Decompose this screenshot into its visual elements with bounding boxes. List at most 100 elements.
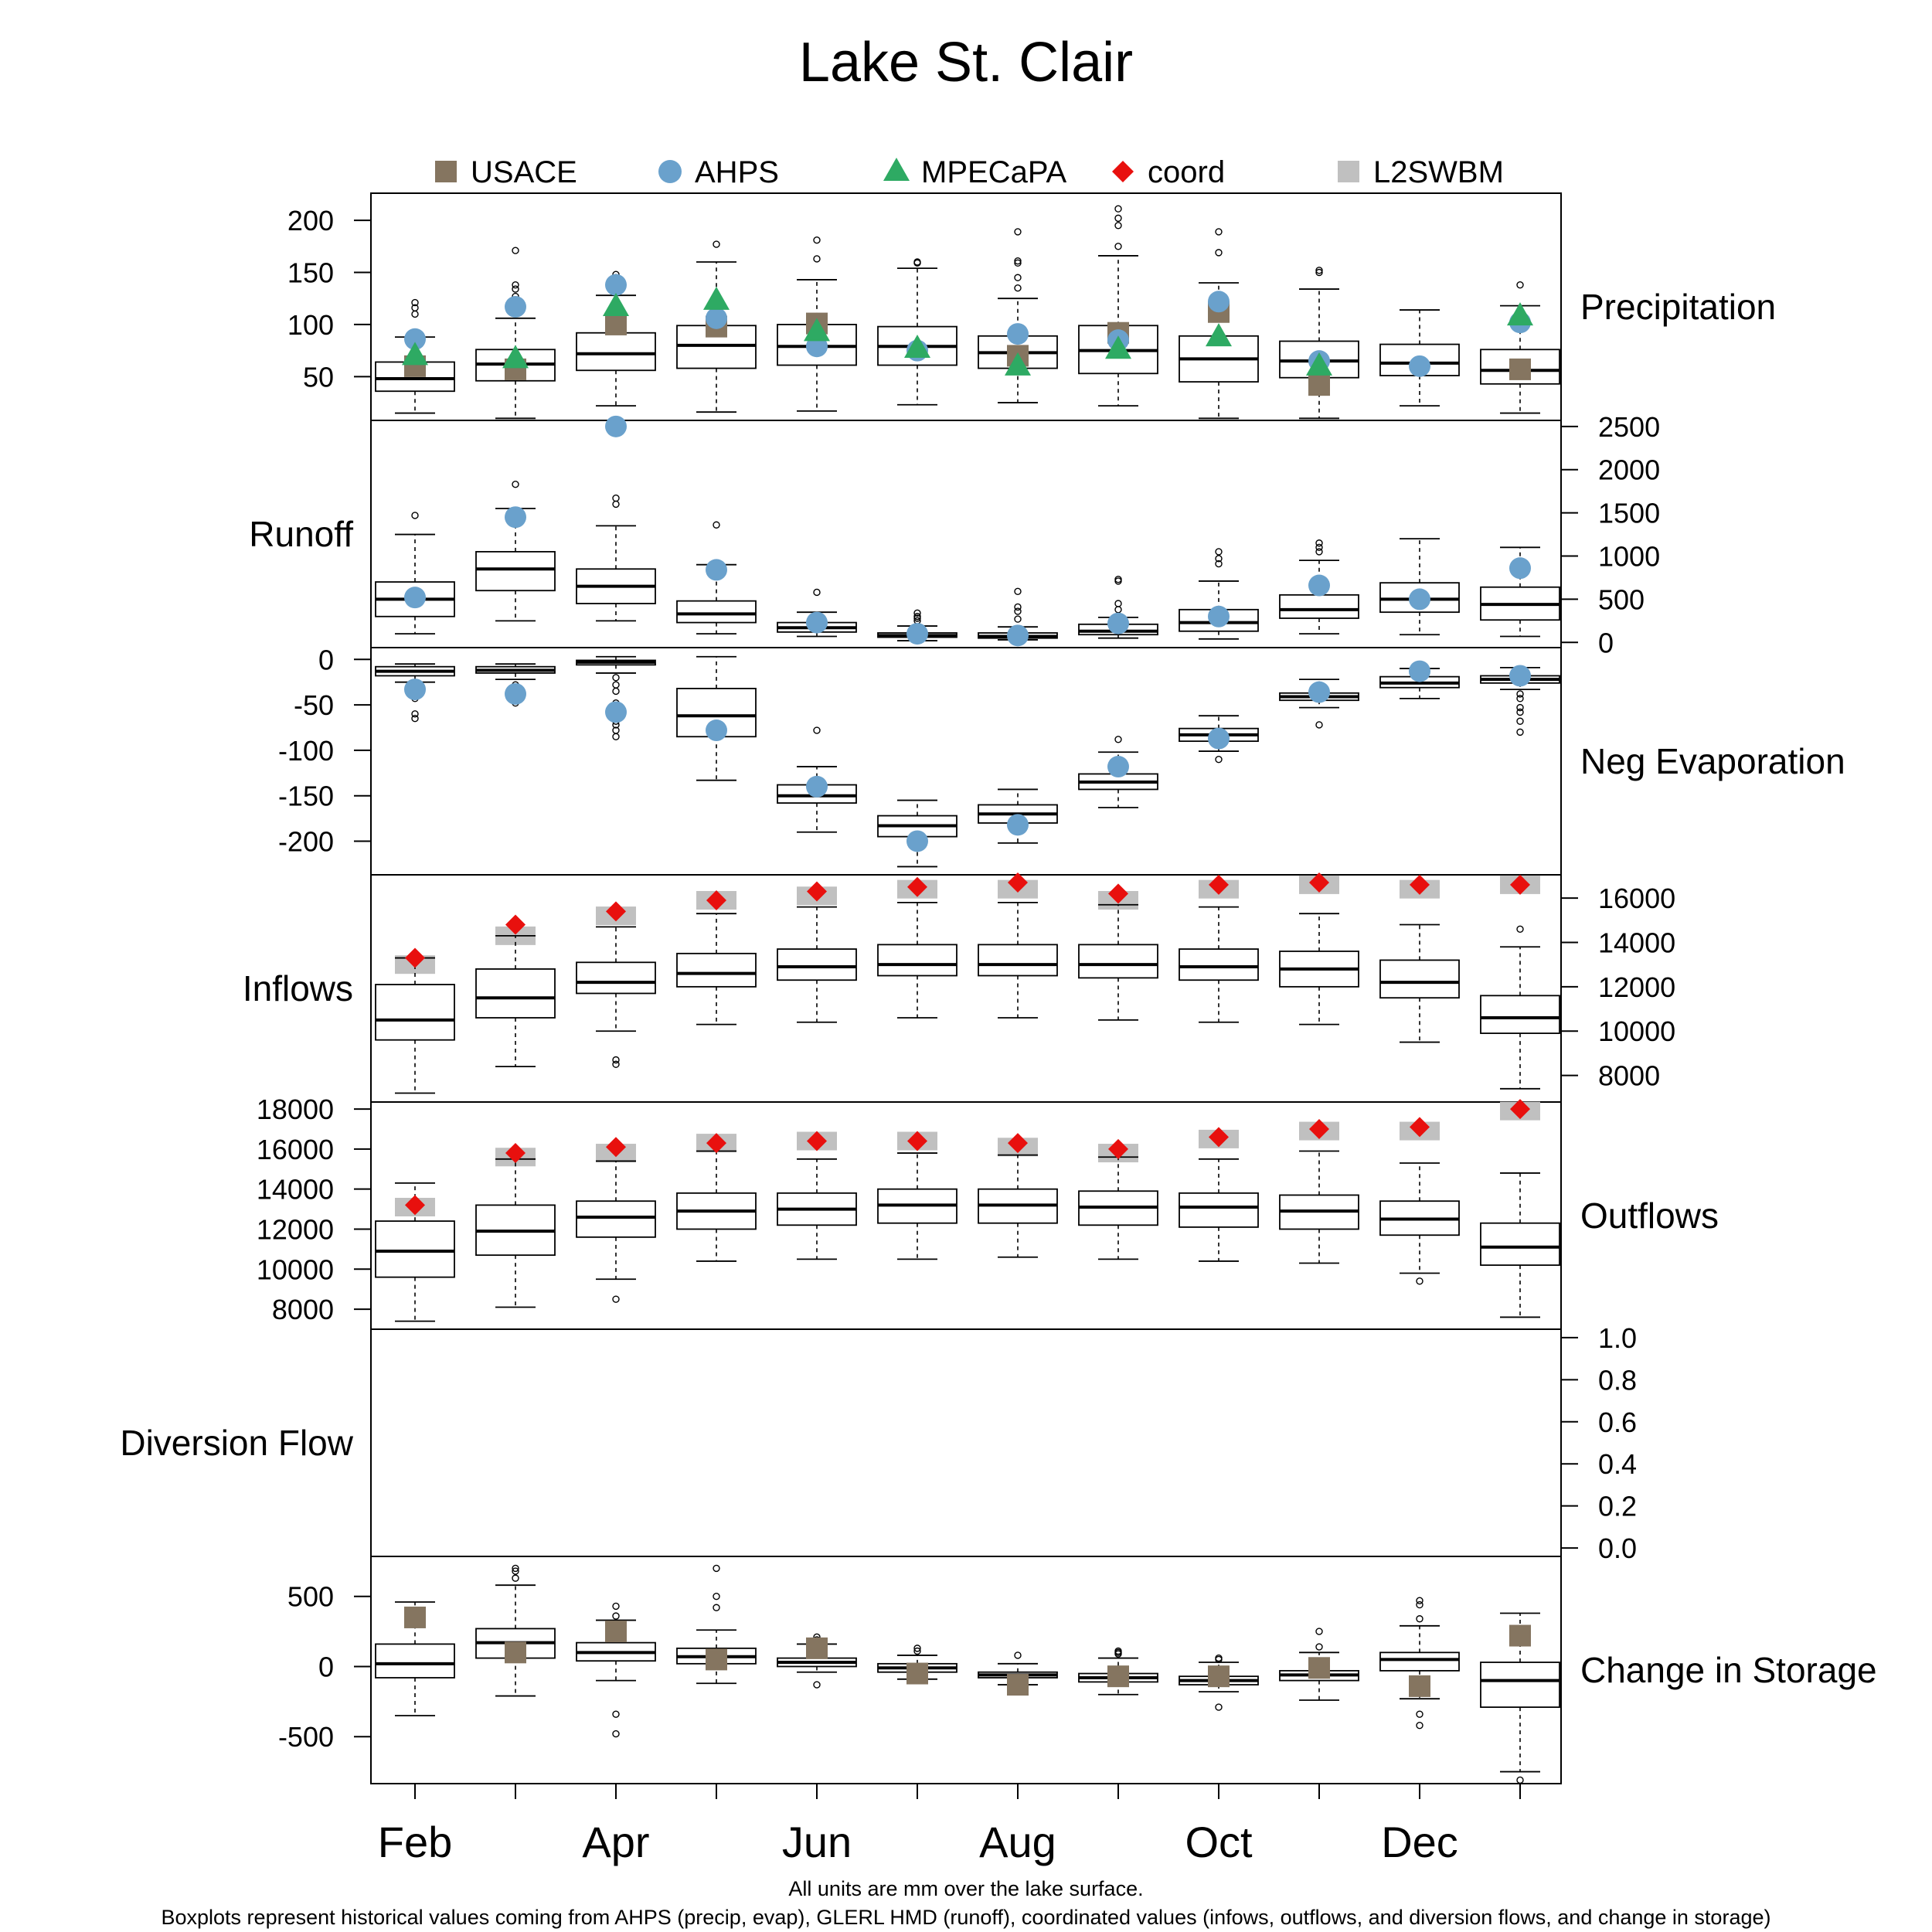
x-tick-label: Feb (378, 1818, 453, 1866)
outlier-point (1014, 607, 1022, 615)
ahps-point (1208, 727, 1230, 750)
y-tick-label: 2500 (1598, 411, 1660, 443)
coord-point (706, 889, 726, 910)
usace-point (1308, 374, 1330, 396)
x-tick-label: Apr (582, 1818, 649, 1866)
coord-point (706, 1133, 726, 1154)
y-tick-label: 14000 (1598, 927, 1675, 958)
ahps-point (706, 307, 727, 329)
outlier-point (1014, 1651, 1022, 1659)
boxplot-dec (1379, 538, 1460, 636)
outlier-point (612, 1710, 620, 1718)
outlier-point (512, 247, 519, 254)
y-tick-label: 16000 (257, 1134, 334, 1165)
usace-point (1509, 1624, 1531, 1647)
outlier-point (1315, 721, 1323, 729)
usace-point (706, 1648, 727, 1671)
coord-point (405, 947, 425, 968)
coord-point (405, 1195, 425, 1216)
y-tick-label: 500 (1598, 583, 1645, 615)
boxplot-apr (576, 494, 656, 622)
ahps-point (1409, 588, 1430, 611)
boxplot-jul (877, 258, 957, 406)
y-tick-label: 0 (1598, 627, 1614, 658)
boxplot-feb (375, 1182, 455, 1322)
ahps-point (1107, 756, 1129, 778)
boxplot-apr (576, 1602, 656, 1738)
boxplot-mar (475, 934, 556, 1068)
legend-label-l2swbm: L2SWBM (1373, 155, 1504, 189)
outlier-point (1516, 703, 1524, 712)
coord-point (1008, 1133, 1028, 1154)
usace-point (1007, 1674, 1029, 1696)
usace-point (1208, 1665, 1230, 1688)
legend-label-ahps: AHPS (695, 155, 779, 189)
legend-marker-l2swbm (1338, 161, 1359, 182)
boxplot-dec (1379, 923, 1460, 1043)
outlier-point (1114, 222, 1122, 230)
y-tick-label: 0.0 (1598, 1532, 1637, 1564)
panel-frame (370, 420, 1562, 648)
outlier-point (612, 1056, 620, 1064)
usace-point (605, 1621, 627, 1643)
panel-frame (370, 1101, 1562, 1330)
panel-label: Runoff (249, 514, 353, 554)
box-iqr (877, 944, 957, 977)
coord-point (1410, 1117, 1430, 1138)
coord-point (1510, 874, 1530, 895)
boxplot-oct (1179, 1158, 1259, 1262)
boxplot-jan (1480, 546, 1560, 638)
outlier-point (713, 1593, 720, 1600)
usace-point (1409, 1675, 1430, 1697)
y-tick-label: 0.4 (1598, 1448, 1637, 1480)
y-tick-label: 16000 (1598, 883, 1675, 914)
box-iqr (1379, 1651, 1460, 1672)
y-tick-label: -150 (278, 781, 334, 812)
boxplot-dec (1379, 1597, 1460, 1730)
outlier-point (512, 481, 519, 488)
box-iqr (1179, 948, 1259, 981)
outlier-point (1114, 575, 1122, 583)
panel-frame (370, 192, 1562, 421)
ahps-point (1409, 660, 1430, 682)
box-iqr (1078, 944, 1158, 979)
ahps-point (505, 682, 526, 705)
boxplot-sep (1078, 1156, 1158, 1260)
outlier-point (1114, 736, 1122, 743)
boxplot-nov (1279, 539, 1359, 635)
outlier-point (1315, 268, 1323, 277)
y-tick-label: 500 (287, 1581, 334, 1613)
boxplot-aug (978, 228, 1058, 403)
box-iqr (1179, 1192, 1259, 1228)
ahps-point (1007, 323, 1029, 345)
boxplot-mar (475, 481, 556, 622)
outlier-point (1114, 606, 1122, 614)
boxplot-sep (1078, 903, 1158, 1021)
outlier-point (1516, 708, 1524, 716)
outlier-point (612, 687, 620, 696)
ahps-point (1308, 574, 1330, 597)
coord-point (907, 876, 927, 897)
panel-label: Neg Evaporation (1580, 741, 1845, 781)
outlier-point (1516, 281, 1524, 289)
legend-marker-mpecapa (883, 158, 910, 181)
outlier-point (913, 1645, 921, 1652)
box-iqr (576, 961, 656, 995)
mpecapa-point (703, 286, 730, 310)
box-iqr (777, 948, 857, 981)
panel-runoff: 0 500 1000 1500 2000 2500 Runoff (249, 411, 1660, 658)
ahps-point (706, 559, 727, 581)
y-tick-label: 12000 (257, 1213, 334, 1245)
boxplot-jun (777, 1158, 857, 1260)
usace-point (605, 313, 627, 335)
box-iqr (576, 332, 656, 372)
mpecapa-point (1005, 352, 1031, 376)
ahps-point (1308, 681, 1330, 703)
boxplot-feb (375, 957, 455, 1094)
mpecapa-point (603, 293, 629, 316)
outlier-point (1416, 1597, 1423, 1604)
outlier-point (612, 1730, 620, 1738)
y-tick-label: 1500 (1598, 498, 1660, 529)
outlier-point (1416, 1721, 1423, 1730)
coord-point (505, 914, 526, 935)
